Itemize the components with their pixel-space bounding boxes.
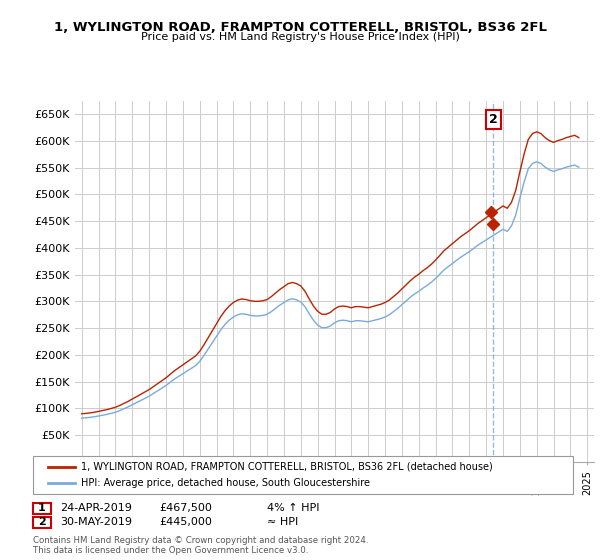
Text: ≈ HPI: ≈ HPI	[267, 517, 298, 527]
Text: 2: 2	[38, 517, 46, 527]
Text: 2: 2	[488, 113, 497, 126]
Text: 4% ↑ HPI: 4% ↑ HPI	[267, 503, 320, 513]
Text: 30-MAY-2019: 30-MAY-2019	[60, 517, 132, 527]
Text: 24-APR-2019: 24-APR-2019	[60, 503, 132, 513]
Text: Contains HM Land Registry data © Crown copyright and database right 2024.
This d: Contains HM Land Registry data © Crown c…	[33, 536, 368, 556]
Text: £445,000: £445,000	[159, 517, 212, 527]
Text: Price paid vs. HM Land Registry's House Price Index (HPI): Price paid vs. HM Land Registry's House …	[140, 32, 460, 42]
Text: £467,500: £467,500	[159, 503, 212, 513]
Text: 1: 1	[38, 503, 46, 513]
Text: HPI: Average price, detached house, South Gloucestershire: HPI: Average price, detached house, Sout…	[81, 478, 370, 488]
Text: 1, WYLINGTON ROAD, FRAMPTON COTTERELL, BRISTOL, BS36 2FL: 1, WYLINGTON ROAD, FRAMPTON COTTERELL, B…	[53, 21, 547, 34]
Text: 1, WYLINGTON ROAD, FRAMPTON COTTERELL, BRISTOL, BS36 2FL (detached house): 1, WYLINGTON ROAD, FRAMPTON COTTERELL, B…	[81, 461, 493, 472]
